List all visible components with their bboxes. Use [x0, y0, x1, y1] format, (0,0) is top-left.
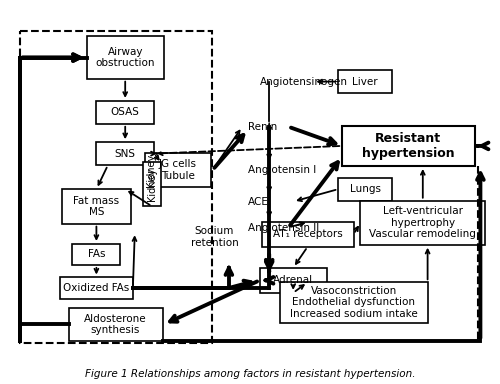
Text: Angiotensinogen: Angiotensinogen	[260, 76, 348, 87]
Text: Resistant
hypertension: Resistant hypertension	[362, 132, 454, 160]
FancyBboxPatch shape	[62, 189, 131, 223]
Text: Renin: Renin	[248, 122, 278, 132]
Text: SNS: SNS	[114, 149, 136, 159]
FancyBboxPatch shape	[87, 36, 164, 79]
FancyBboxPatch shape	[146, 153, 210, 187]
Text: Figure 1 Relationships among factors in resistant hypertension.: Figure 1 Relationships among factors in …	[85, 369, 415, 379]
Text: Oxidized FAs: Oxidized FAs	[64, 283, 130, 293]
FancyBboxPatch shape	[262, 222, 354, 247]
FancyBboxPatch shape	[60, 277, 133, 299]
FancyBboxPatch shape	[342, 126, 474, 166]
Text: Fat mass
MS: Fat mass MS	[74, 195, 120, 217]
FancyBboxPatch shape	[360, 201, 485, 245]
Text: FAs: FAs	[88, 249, 105, 260]
FancyBboxPatch shape	[144, 162, 160, 207]
Text: OSAS: OSAS	[111, 107, 140, 118]
Text: Lungs: Lungs	[350, 184, 380, 194]
Text: Airway
obstruction: Airway obstruction	[96, 47, 155, 68]
FancyBboxPatch shape	[338, 178, 392, 201]
Text: Angiotensin I: Angiotensin I	[248, 165, 316, 175]
Text: Sodium
retention: Sodium retention	[190, 226, 238, 248]
FancyBboxPatch shape	[96, 142, 154, 165]
Text: Aldosterone
synthesis: Aldosterone synthesis	[84, 314, 147, 335]
FancyBboxPatch shape	[260, 268, 327, 293]
Text: Kidney: Kidney	[147, 168, 157, 201]
Text: Left-ventricular
hypertrophy
Vascular remodeling: Left-ventricular hypertrophy Vascular re…	[370, 206, 476, 239]
Text: Kidney: Kidney	[146, 153, 156, 187]
Text: JG cells
Tubule: JG cells Tubule	[159, 159, 197, 181]
FancyBboxPatch shape	[338, 70, 392, 93]
Text: Liver: Liver	[352, 76, 378, 87]
FancyBboxPatch shape	[68, 308, 162, 341]
FancyBboxPatch shape	[72, 244, 120, 265]
Text: Vasoconstriction
Endothelial dysfunction
Increased sodium intake: Vasoconstriction Endothelial dysfunction…	[290, 286, 418, 319]
Text: AT₁ receptors: AT₁ receptors	[272, 229, 342, 239]
Text: Angiotensin II: Angiotensin II	[248, 222, 320, 233]
Text: Adrenal: Adrenal	[273, 275, 314, 285]
FancyBboxPatch shape	[96, 101, 154, 124]
Text: ACE: ACE	[248, 197, 269, 207]
FancyBboxPatch shape	[280, 282, 428, 323]
